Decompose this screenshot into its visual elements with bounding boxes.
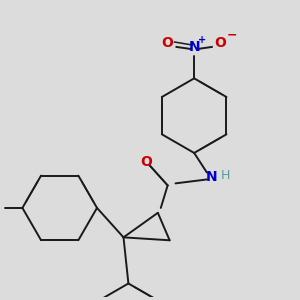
Text: O: O: [162, 36, 174, 50]
Text: O: O: [215, 36, 226, 50]
Text: N: N: [188, 40, 200, 54]
Text: O: O: [140, 155, 152, 169]
Text: H: H: [221, 169, 230, 182]
Text: +: +: [198, 35, 206, 45]
Text: N: N: [206, 170, 218, 184]
Text: −: −: [227, 29, 238, 42]
